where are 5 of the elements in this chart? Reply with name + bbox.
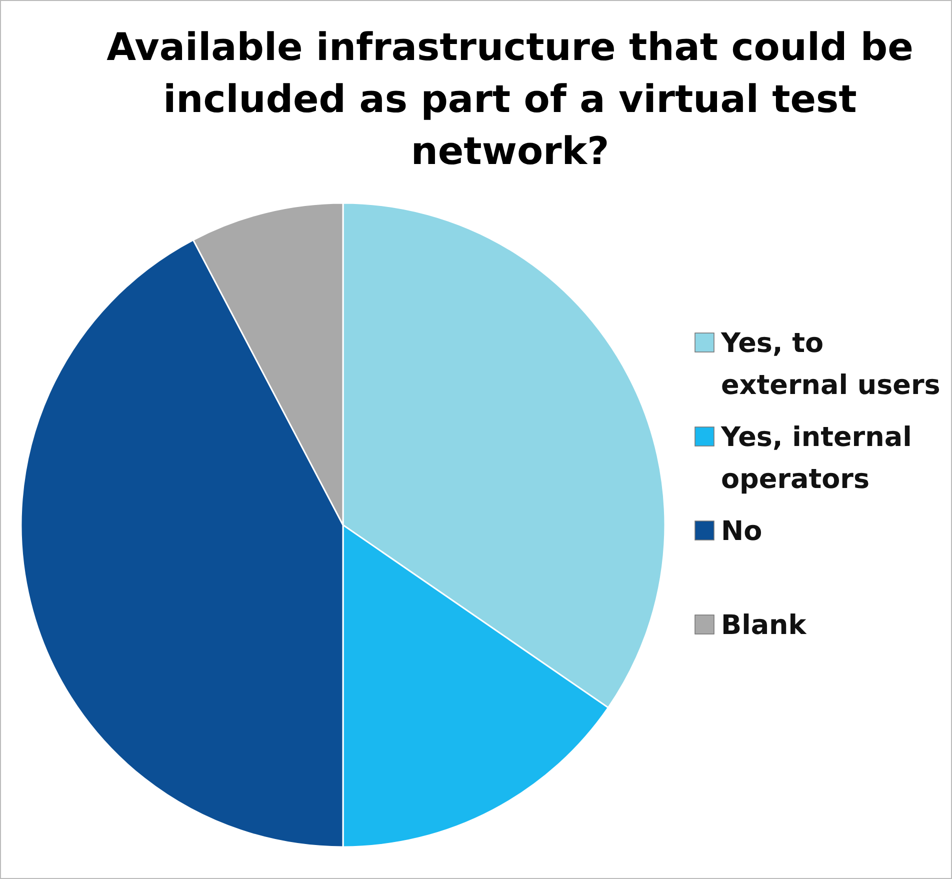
chart-title: Available infrastructure that could be included as part of a virtual test network? [106, 25, 914, 173]
legend-label: Blank [721, 610, 808, 641]
legend-label: No [721, 516, 762, 547]
legend-label: Yes, to external users [720, 328, 940, 401]
legend-label: Yes, internal operators [720, 422, 912, 495]
